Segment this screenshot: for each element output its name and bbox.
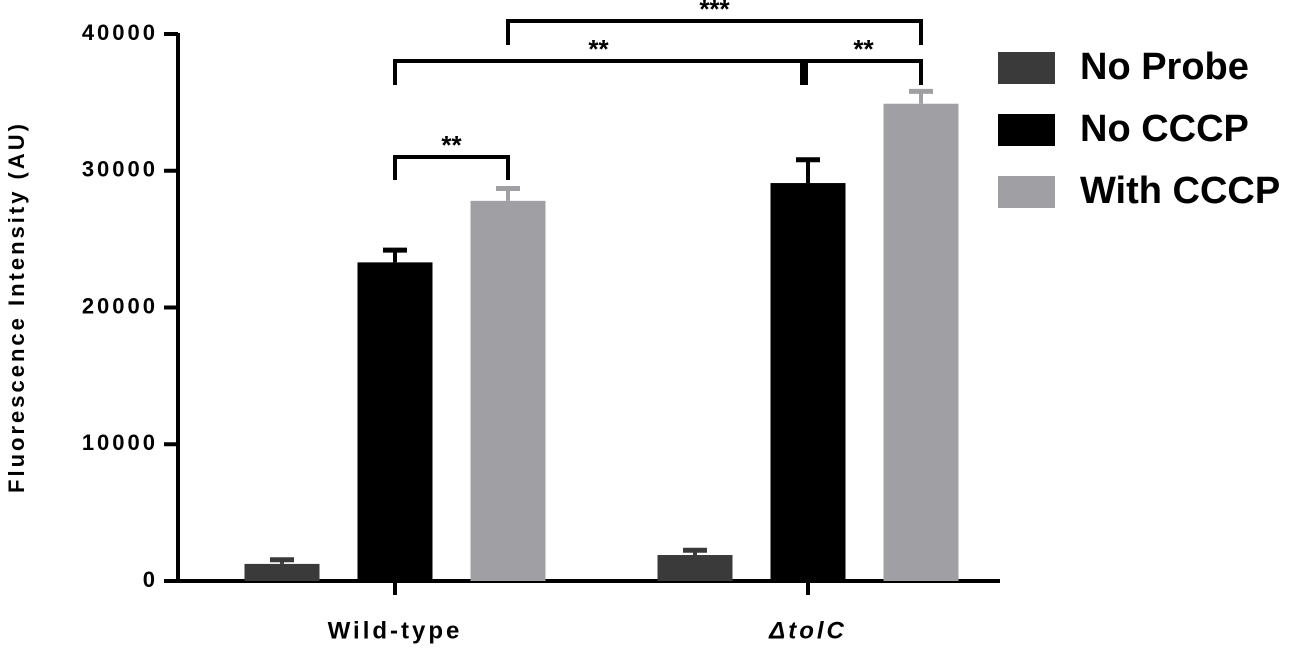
y-tick-label: 30000 (82, 157, 158, 182)
x-tick-label: Wild-type (328, 617, 463, 644)
significance-label: ** (588, 34, 609, 64)
significance-bracket (804, 59, 923, 85)
bar (470, 200, 546, 581)
legend-label: With CCCP (1080, 170, 1280, 212)
bar (244, 563, 320, 581)
legend-label: No Probe (1080, 46, 1249, 88)
x-tick-label: ΔtolC (768, 617, 847, 644)
bar (657, 555, 733, 581)
y-tick-label: 20000 (82, 293, 158, 318)
bar (357, 262, 433, 581)
y-axis-label: Fluorescence Intensity (AU) (4, 121, 29, 493)
legend-label: No CCCP (1080, 108, 1249, 150)
y-tick-label: 10000 (82, 430, 158, 455)
bar (770, 183, 846, 581)
legend-swatch (998, 176, 1055, 208)
legend-swatch (998, 114, 1055, 146)
legend-swatch (998, 52, 1055, 84)
significance-label: *** (699, 0, 730, 24)
y-tick-label: 0 (143, 567, 158, 592)
bar (883, 103, 959, 582)
significance-bracket (393, 59, 804, 85)
significance-bracket (393, 155, 510, 180)
significance-label: ** (853, 34, 874, 64)
significance-label: ** (441, 130, 462, 160)
significance-bracket (506, 19, 923, 45)
y-tick-label: 40000 (82, 20, 158, 45)
